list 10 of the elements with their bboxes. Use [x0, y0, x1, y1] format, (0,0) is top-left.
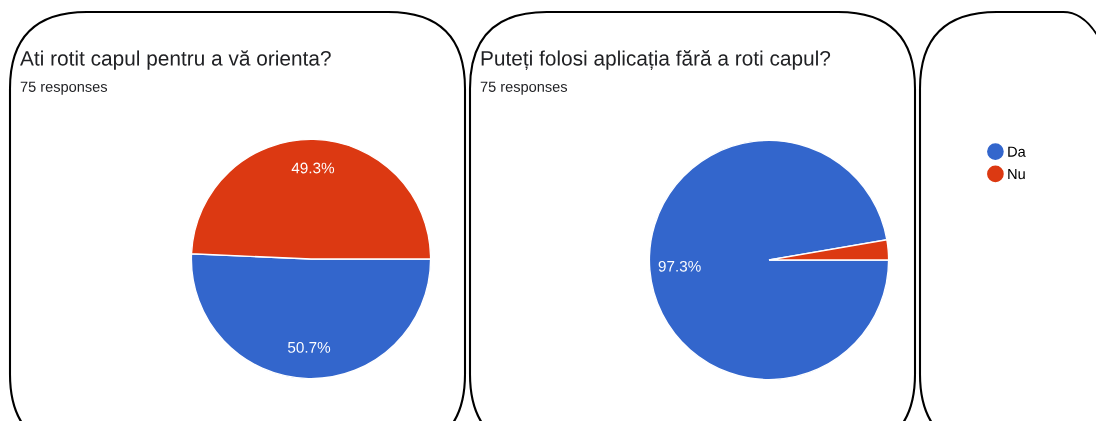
pie-slice — [648, 139, 890, 381]
chart-title: Ati rotit capul pentru a vă orienta? — [20, 50, 331, 70]
data-label: 97.3% — [658, 260, 701, 272]
text: 75 responses — [20, 81, 108, 95]
legend-label: Nu — [1008, 169, 1025, 180]
legend-label: Da — [1008, 146, 1026, 157]
data-label: 50.7% — [287, 341, 331, 353]
data-label: 49.3% — [291, 162, 335, 174]
chart-title: Puteți folosi aplicația fără a roti capul? — [481, 50, 831, 70]
text: 75 responses — [480, 81, 568, 95]
